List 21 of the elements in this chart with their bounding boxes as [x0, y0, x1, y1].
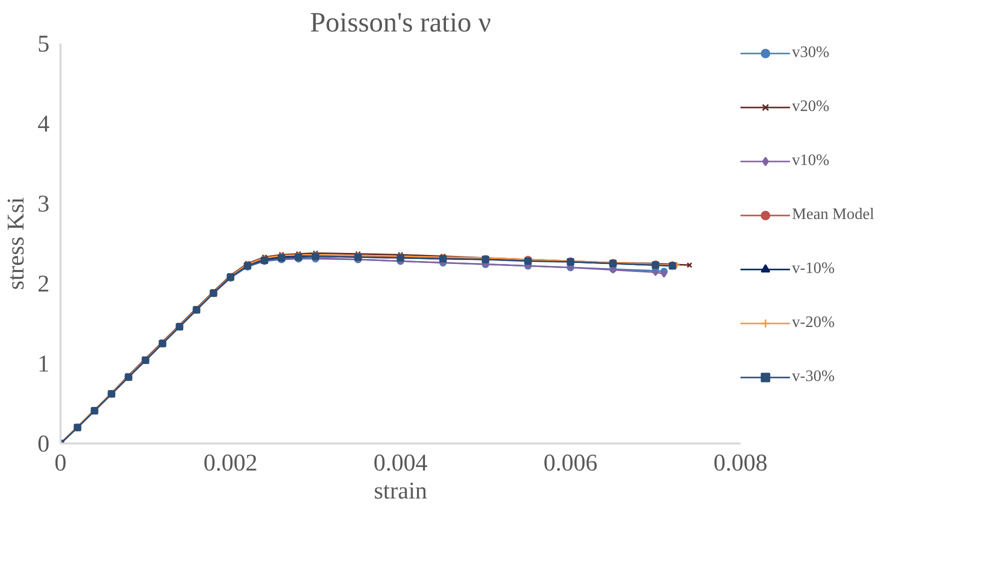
- x-tick-label: 0.006: [544, 450, 598, 476]
- x-tick-label: 0.004: [374, 450, 428, 476]
- y-tick-label: 4: [38, 112, 50, 138]
- legend-label: v10%: [792, 152, 830, 170]
- legend-label: Mean Model: [792, 206, 874, 224]
- chart-title: Poisson's ratio ν: [310, 8, 492, 38]
- legend-label: v-30%: [792, 368, 835, 386]
- y-tick-label: 0: [38, 432, 50, 458]
- y-tick-label: 1: [38, 352, 50, 378]
- x-tick-label: 0.002: [204, 450, 258, 476]
- legend-label: v20%: [792, 98, 830, 116]
- y-tick-label: 3: [38, 192, 50, 218]
- y-tick-label: 5: [38, 32, 50, 58]
- x-axis-title: strain: [374, 478, 428, 504]
- y-tick-label: 2: [38, 272, 50, 298]
- legend-label: v-10%: [792, 260, 835, 278]
- legend-label: v30%: [792, 44, 830, 62]
- x-tick-label: 0.008: [714, 450, 768, 476]
- y-axis-title: stress Ksi: [4, 196, 30, 290]
- x-tick-label: 0: [54, 450, 66, 476]
- legend-label: v-20%: [792, 314, 835, 332]
